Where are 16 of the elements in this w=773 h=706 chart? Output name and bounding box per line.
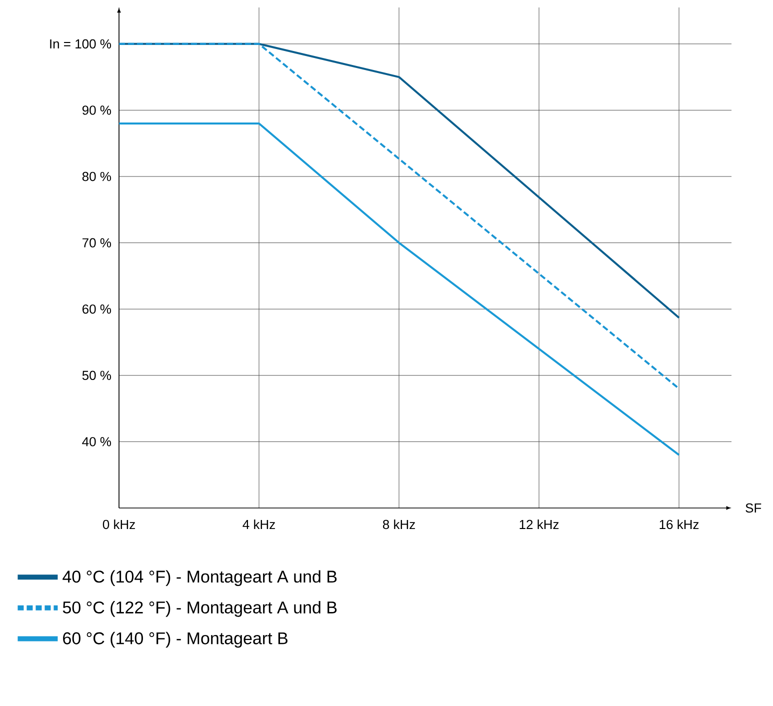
y-tick-label: In = 100 %	[50, 39, 112, 48]
y-tick-label: 80 %	[82, 172, 112, 182]
legend-label: 50 °C (122 °F) - Montageart A und B	[62, 601, 337, 617]
x-axis-title: SF	[746, 503, 762, 513]
y-tick-label: 50 %	[82, 370, 112, 380]
x-tick-label: 16 kHz	[660, 520, 699, 530]
y-tick-label: 40 %	[82, 437, 112, 446]
y-tick-label: 90 %	[82, 106, 112, 115]
x-tick-label: 8 kHz	[382, 520, 415, 530]
x-tick-label: 0 kHz	[102, 520, 135, 530]
y-tick-label: 60 %	[82, 304, 112, 314]
legend-label: 40 °C (104 °F) - Montageart A und B	[62, 570, 337, 586]
y-tick-label: 70 %	[82, 238, 112, 248]
x-tick-label: 4 kHz	[242, 520, 275, 529]
legend-label: 60 °C (140 °F) - Montageart B	[63, 632, 288, 648]
x-tick-label: 12 kHz	[520, 520, 559, 529]
